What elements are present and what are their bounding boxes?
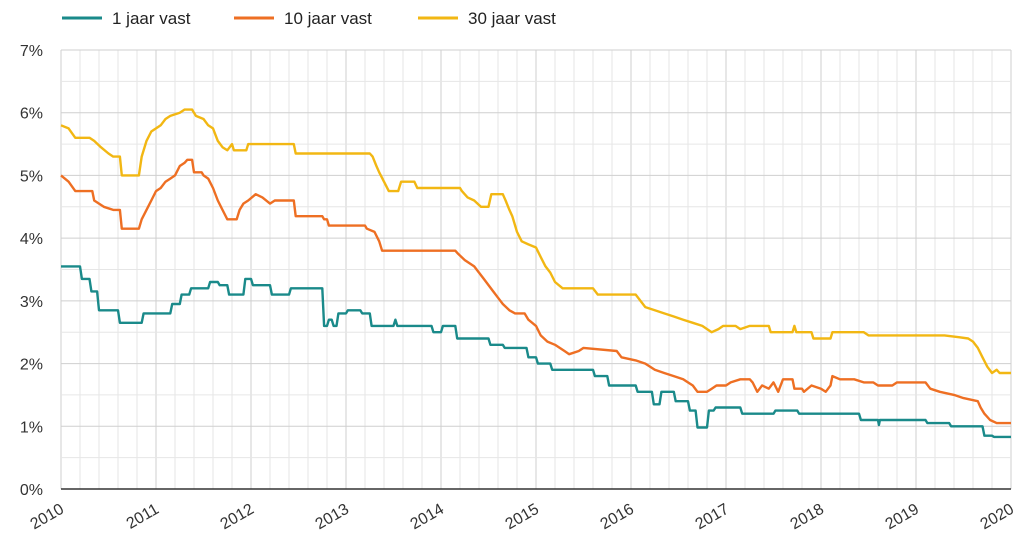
- series-line-3: [60, 108, 1011, 375]
- y-tick-label: 4%: [20, 231, 43, 248]
- x-tick-label: 2013: [313, 501, 352, 534]
- y-tick-label: 6%: [20, 106, 43, 123]
- legend-label: 30 jaar vast: [468, 9, 556, 28]
- y-tick-label: 3%: [20, 294, 43, 311]
- series-line-1: [61, 265, 1011, 439]
- x-tick-label: 2015: [503, 501, 542, 534]
- legend-label: 1 jaar vast: [112, 9, 191, 28]
- chart-legend: 1 jaar vast 10 jaar vast 30 jaar vast: [62, 9, 556, 28]
- x-tick-label: 2017: [693, 501, 732, 534]
- chart-series: [60, 108, 1011, 439]
- x-tick-label: 2020: [978, 501, 1017, 534]
- legend-label: 10 jaar vast: [284, 9, 372, 28]
- y-tick-label: 0%: [20, 482, 43, 499]
- y-tick-label: 2%: [20, 357, 43, 374]
- y-axis-ticks: 0% 1% 2% 3% 4% 5% 6% 7%: [20, 43, 43, 499]
- chart-grid: [60, 49, 1012, 490]
- x-axis-ticks: 2010 2011 2012 2013 2014 2015 2016 2017 2018 2019…: [28, 501, 1017, 534]
- series-line-2: [60, 158, 1011, 425]
- y-tick-label: 7%: [20, 43, 43, 60]
- x-tick-label: 2018: [788, 501, 827, 534]
- x-tick-label: 2012: [218, 501, 257, 534]
- x-tick-label: 2016: [598, 501, 637, 534]
- x-tick-label: 2011: [124, 501, 162, 533]
- x-tick-label: 2010: [28, 501, 67, 534]
- x-tick-label: 2019: [883, 501, 922, 534]
- legend-item[interactable]: 1 jaar vast: [62, 9, 191, 28]
- x-tick-label: 2014: [408, 501, 447, 534]
- y-tick-label: 1%: [20, 419, 43, 436]
- legend-item[interactable]: 10 jaar vast: [234, 9, 372, 28]
- y-tick-label: 5%: [20, 168, 43, 185]
- legend-item[interactable]: 30 jaar vast: [418, 9, 556, 28]
